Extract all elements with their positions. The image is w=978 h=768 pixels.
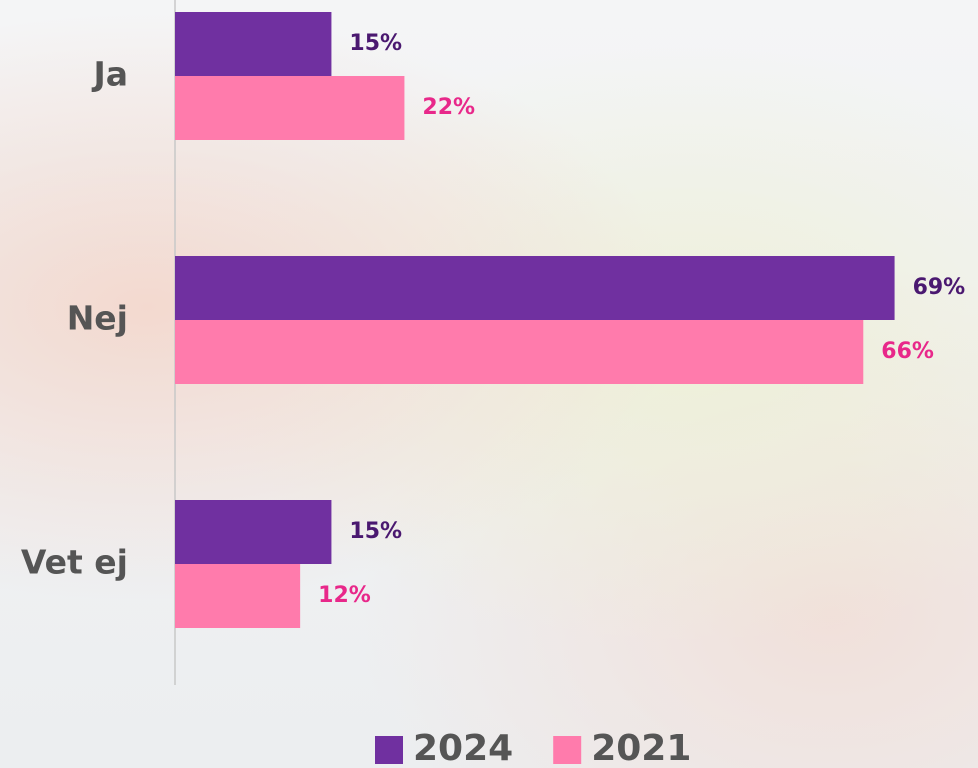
bar: [175, 76, 404, 140]
bar: [175, 256, 895, 320]
chart: Ja 15% 22% Nej 69% 66% Vet ej 15% 12% 2024 2021: [0, 0, 978, 768]
legend-label: 2024: [413, 728, 513, 768]
category-label: Vet ej: [21, 543, 128, 582]
value-label: 15%: [349, 519, 402, 544]
bar: [175, 564, 300, 628]
bar: [175, 320, 863, 384]
legend-swatch: [375, 736, 403, 764]
value-label: 69%: [913, 275, 966, 300]
legend-label: 2021: [591, 728, 691, 768]
value-label: 15%: [349, 31, 402, 56]
value-label: 22%: [422, 95, 475, 120]
bar: [175, 12, 331, 76]
value-label: 12%: [318, 583, 371, 608]
bar: [175, 500, 331, 564]
legend-swatch: [553, 736, 581, 764]
category-label: Nej: [67, 299, 128, 338]
category-label: Ja: [91, 55, 128, 94]
value-label: 66%: [881, 339, 934, 364]
page: Ja 15% 22% Nej 69% 66% Vet ej 15% 12% 2024 2021: [0, 0, 978, 768]
